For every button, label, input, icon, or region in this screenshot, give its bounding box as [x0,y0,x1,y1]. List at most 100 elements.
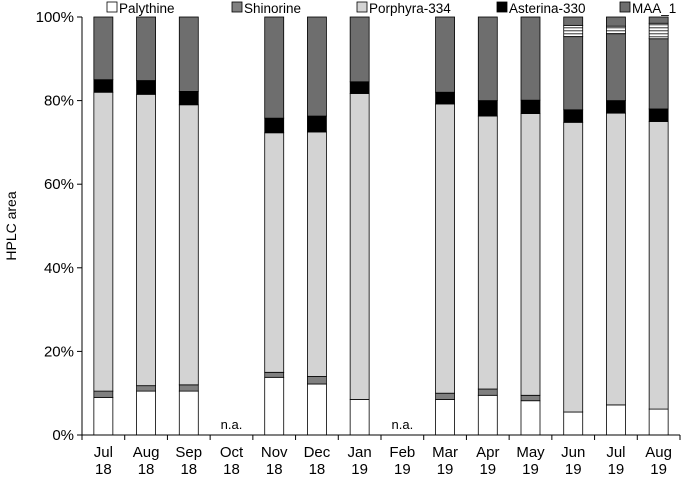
bar-segment-palythine-aug-19 [648,408,669,436]
bar-segment-palythine-mar-19 [435,399,455,436]
na-label-oct-18: n.a. [221,417,243,432]
bar-segment-maa-1-sep-18 [178,16,199,92]
x-tick-label: May 19 [516,444,545,478]
bar-segment-porphyra-334-aug-18 [136,93,156,387]
x-tick-label: Oct 18 [220,444,244,478]
legend-label-shinorine: Shinorine [244,1,301,16]
bar-segment-shinorine-sep-18 [178,384,199,392]
bar-segment-maa-1-mar-19 [435,16,455,93]
bar-segment-shinorine-nov-18 [264,371,285,378]
legend-label-porphyra-334: Porphyra-334 [369,1,451,16]
bar-segment-asterina-330-mar-19 [435,91,455,105]
bar-segment-asterina-330-dec-18 [307,115,327,133]
bar-segment-maa-1-apr-19 [477,16,498,101]
y-tick-label: 20% [44,343,74,360]
legend-swatch-palythine [106,1,118,13]
y-tick-label: 0% [52,427,74,444]
bar-segment-porphyra-334-mar-19 [435,103,455,394]
bar-segment-asterina-330-jul-18 [93,79,114,93]
bars-group: n.a. n.a. [93,16,669,436]
x-tick-label: Mar 19 [432,444,458,478]
x-tick-label: Feb 19 [389,444,415,478]
bar-segment-porphyra-334-jun-19 [563,121,584,413]
legend-swatch-shinorine [231,1,243,13]
legend-swatch-porphyra-334 [356,1,368,13]
bar-segment-porphyra-334-may-19 [520,113,541,396]
bar-segment-maa-1-jul-19 [606,33,626,101]
bar-segment-shinorine-mar-19 [435,392,455,400]
bar-segment-porphyra-334-aug-19 [648,121,669,410]
y-tick-label: 100% [36,9,74,26]
legend-label-palythine: Palythine [119,1,175,16]
bar-segment-porphyra-334-jul-19 [606,112,626,406]
legend-swatch-asterina-330 [496,1,508,13]
legend-swatch-maa-1 [619,1,631,13]
bar-segment-palythine-aug-18 [136,390,156,436]
bar-segment-maa-1-dec-18 [307,16,327,117]
y-tick-label: 60% [44,176,74,193]
x-tick-label: Dec 18 [304,444,331,478]
bar-segment-palythine-jul-18 [93,396,114,436]
bar-segment-palythine-jan-19 [349,399,370,436]
bar-segment-shinorine-may-19 [520,394,541,402]
x-tick-label: Jul 18 [94,444,113,478]
bar-segment-palythine-jun-19 [563,411,584,436]
bar-segment-palythine-sep-18 [178,390,199,436]
bar-segment-porphyra-334-sep-18 [178,104,199,386]
bar-segment-asterina-330-nov-18 [264,117,285,134]
y-tick-label: 80% [44,93,74,110]
bar-segment-shinorine-aug-18 [136,385,156,392]
bar-segment-maa-3-aug-19 [648,16,669,24]
legend: Palythine Shinorine Porphyra-334 Asterina-3… [106,1,676,16]
bar-segment-maa-1-jan-19 [349,16,370,83]
bar-segment-shinorine-apr-19 [477,388,498,396]
x-tick-label: Sep 18 [175,444,202,478]
bar-segment-palythine-nov-18 [264,376,285,436]
bar-segment-palythine-jul-19 [606,404,626,436]
bar-segment-porphyra-334-jul-18 [93,91,114,392]
axes-group: 0% 20% 40% 60% 80% 100% Jul 18 Aug 18 Sep 18 Oct 18 No… [3,9,681,478]
bar-segment-maa-2-jul-19 [606,25,626,35]
bar-segment-maa-1-aug-18 [136,16,156,81]
bar-segment-asterina-330-aug-18 [136,80,156,95]
bar-segment-asterina-330-may-19 [520,99,541,114]
bar-segment-porphyra-334-nov-18 [264,132,285,373]
y-axis-title: HPLC area [3,191,19,260]
bar-segment-asterina-330-jun-19 [563,109,584,123]
bar-segment-maa-1-aug-19 [648,38,669,110]
bar-segment-asterina-330-aug-19 [648,108,669,122]
y-tick-label: 40% [44,260,74,277]
bar-segment-shinorine-dec-18 [307,376,327,385]
bar-segment-maa-2-aug-19 [648,22,669,40]
x-tick-label: Jan 19 [348,444,372,478]
x-tick-label: Apr 19 [476,444,499,478]
bar-segment-porphyra-334-apr-19 [477,115,498,390]
bar-segment-porphyra-334-dec-18 [307,131,327,377]
bar-segment-shinorine-jul-18 [93,390,114,398]
bar-segment-asterina-330-apr-19 [477,100,498,117]
bar-segment-asterina-330-jan-19 [349,81,370,94]
x-tick-label: Jul 19 [606,444,625,478]
x-tick-label: Nov 18 [261,444,288,478]
bar-segment-maa-2-jun-19 [563,24,584,38]
bar-segment-asterina-330-jul-19 [606,100,626,114]
bar-segment-maa-1-may-19 [520,16,541,101]
legend-label-asterina-330: Asterina-330 [509,1,586,16]
legend-label-maa-1: MAA_1 [632,1,676,16]
x-tick-label: Jun 19 [561,444,585,478]
bar-segment-maa-1-jun-19 [563,36,584,111]
bar-segment-maa-3-jul-19 [606,16,626,27]
x-tick-label: Aug 19 [645,444,672,478]
bar-segment-porphyra-334-jan-19 [349,93,370,400]
bar-segment-palythine-dec-18 [307,383,327,436]
bar-segment-palythine-apr-19 [477,394,498,436]
bar-segment-maa-1-jul-18 [93,16,114,81]
bar-segment-maa-3-jun-19 [563,16,584,26]
x-tick-label: Aug 18 [133,444,160,478]
na-label-feb-19: n.a. [392,417,414,432]
bar-segment-asterina-330-sep-18 [178,91,199,106]
bar-segment-palythine-may-19 [520,400,541,436]
bar-segment-maa-1-nov-18 [264,16,285,119]
